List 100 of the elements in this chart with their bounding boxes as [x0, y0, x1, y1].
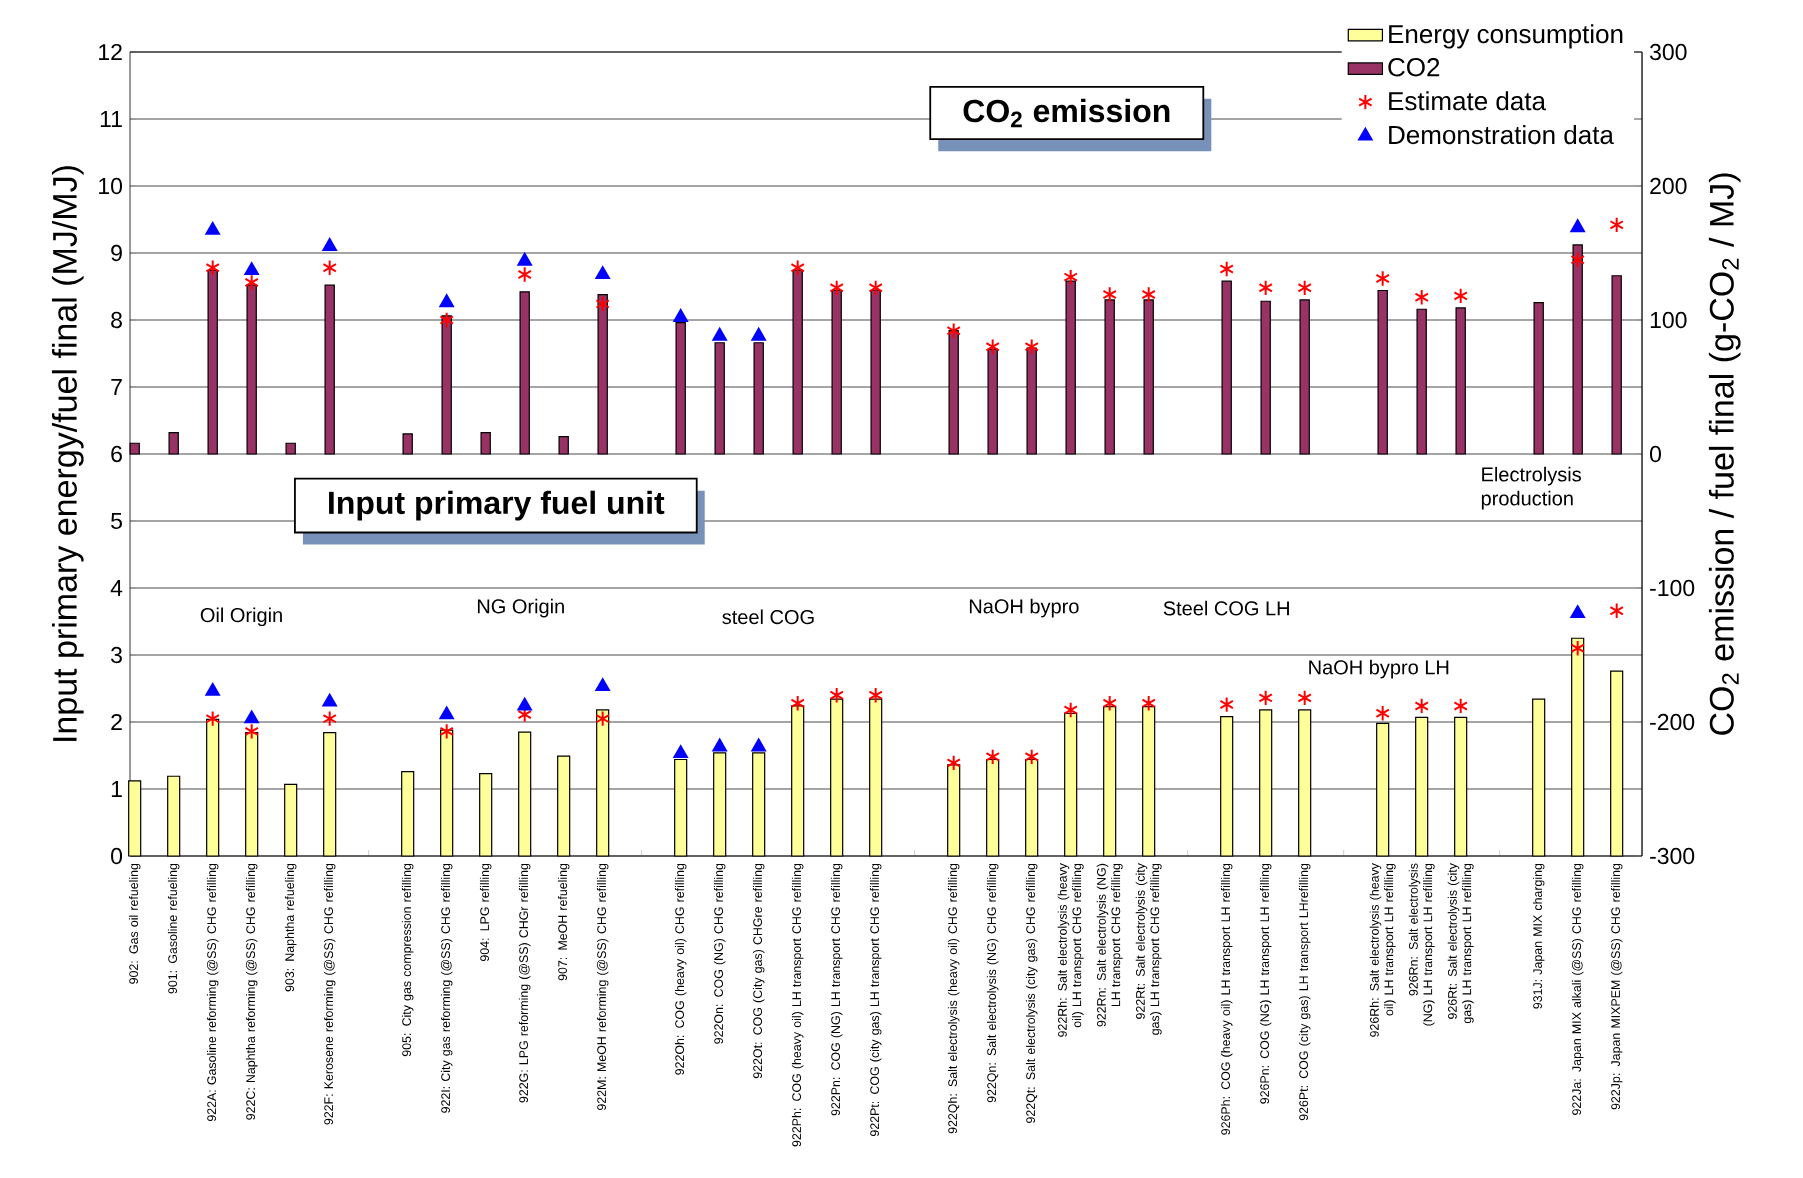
x-tick-label: 907: MeOH refueling [557, 863, 570, 981]
point [868, 687, 883, 704]
point [1609, 216, 1624, 234]
point [1024, 338, 1039, 355]
y-tick-label: 8 [111, 311, 122, 329]
x-tick-label: 922Ja: Japan MIX alkali (@SS) CHG refilling [1571, 863, 1584, 1115]
point [1453, 287, 1468, 305]
annotation: NaOH bypro [969, 598, 1079, 618]
point [751, 327, 766, 341]
bar [1416, 308, 1427, 455]
annotation: Input primary fuel unit [329, 490, 665, 521]
bar [285, 442, 296, 455]
y2-tick-label: -100 [1650, 579, 1695, 597]
point [673, 309, 688, 322]
x-tick-label: 922Ot: COG (City gas) CHGre refilling [752, 863, 765, 1079]
x-tick-label: 922Rh: Salt electrolysis (heavy oil) LH transport CHG refilling [1057, 863, 1084, 1037]
x-tick-label: 902: Gas oil refueling [128, 863, 141, 984]
bar [1299, 299, 1310, 455]
x-tick-label: 922M: MeOH reforming (@SS) CHG refilling [596, 863, 609, 1111]
point [205, 259, 220, 276]
bar [480, 431, 491, 455]
y2-axis-title: CO$_{2}$ emission / fuel final (g-CO$_{2}$ / MJ) [1708, 173, 1741, 735]
x-tick-label: 926Rh: Salt electrolysis (heavy oil) LH transport LH refilling [1369, 863, 1396, 1037]
x-tick-label: 926Rn: Salt electrolysis (NG) LH transport LH refilling [1408, 863, 1435, 1026]
y2-tick-label: 300 [1649, 43, 1687, 61]
y-tick-label: 10 [99, 177, 123, 195]
point [322, 238, 337, 251]
point [868, 279, 883, 297]
bar [1377, 289, 1388, 455]
x-tick-label: 922G: LPG reforming (@SS) CHGr refilling [518, 863, 531, 1103]
y-tick-label: 6 [111, 445, 122, 463]
y-tick-label: 2 [111, 713, 122, 731]
bar [1143, 299, 1154, 455]
point [1219, 260, 1234, 278]
point [1024, 748, 1039, 766]
bar [948, 330, 959, 455]
x-tick-label: 903: Naphtha refueling [284, 863, 297, 992]
point [595, 295, 610, 313]
point [1063, 701, 1078, 719]
x-tick-label: 922A: Gasoline reforming (@SS) CHG refilling [206, 863, 219, 1122]
point [1258, 689, 1273, 707]
point [712, 327, 727, 341]
point [946, 322, 961, 339]
x-tick-label: 922F: Kerosene reforming (@SS) CHG refilling [323, 863, 336, 1125]
point [322, 710, 337, 727]
point [205, 222, 220, 235]
y2-tick-label: -300 [1650, 847, 1695, 865]
x-tick-label: 926Ph: COG (heavy oil) LH transport LH refilling [1220, 863, 1233, 1135]
point [985, 338, 1000, 355]
x-tick-label: 904: LPG refilling [479, 863, 492, 962]
legend-label: CO2 [1388, 58, 1440, 77]
point [1570, 251, 1585, 268]
bar [831, 289, 842, 455]
point [1258, 279, 1273, 297]
annotation: steel COG [722, 609, 814, 625]
point [985, 748, 1000, 766]
annotation: NaOH bypro LH [1309, 659, 1449, 679]
x-tick-label: 926Pt: COG (city gas) LH transport LHrefilling [1298, 863, 1311, 1121]
legend-label: Energy consumption [1389, 24, 1623, 49]
y-tick-label: 7 [111, 379, 122, 395]
y-tick-label: 12 [99, 43, 122, 61]
point [439, 311, 454, 329]
point [673, 745, 688, 759]
point [244, 262, 259, 276]
point [205, 682, 220, 696]
y-tick-label: 5 [111, 512, 122, 530]
bar [324, 284, 335, 455]
point [1297, 689, 1312, 707]
point [1453, 697, 1468, 715]
y-tick-label: 4 [110, 580, 123, 596]
point [439, 723, 454, 740]
point [1375, 705, 1390, 722]
point [1414, 697, 1429, 715]
x-tick-label: 922Qt: Salt electrolysis (city gas) CHG refilling [1025, 863, 1038, 1123]
bar [1260, 300, 1271, 455]
point [439, 294, 454, 308]
point [1102, 286, 1117, 303]
bar [519, 291, 530, 455]
point [517, 252, 532, 266]
point [1570, 219, 1585, 233]
bar [987, 348, 998, 455]
x-tick-label: 922Pt: COG (city gas) LH transport CHG refilling [869, 863, 882, 1137]
annotation: Steel COG LH [1163, 600, 1289, 616]
point [790, 259, 805, 276]
point [244, 710, 259, 724]
point [1297, 279, 1312, 297]
point [595, 710, 610, 727]
annotation: NG Origin [477, 598, 564, 618]
bar [1065, 280, 1076, 455]
bar [1455, 307, 1466, 455]
y-tick-label: 11 [100, 111, 122, 127]
point [1414, 289, 1429, 306]
bar [246, 284, 257, 455]
legend-label: Estimate data [1389, 91, 1546, 111]
point [1141, 695, 1156, 712]
point [829, 687, 844, 704]
legend-label: Demonstration data [1389, 125, 1614, 145]
x-tick-label: 922Pn: COG (NG) LH transport CHG refilling [830, 863, 843, 1116]
x-tick-label: 926Pn: COG (NG) LH transport LH refilling [1259, 863, 1272, 1104]
bar [402, 433, 413, 455]
